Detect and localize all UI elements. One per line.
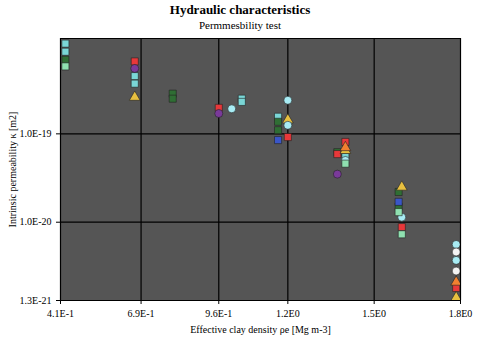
svg-text:4.1E-1: 4.1E-1 <box>47 308 74 319</box>
svg-text:1.0E-20: 1.0E-20 <box>20 216 52 227</box>
html-text:Permmesbility test: Permmesbility test <box>198 19 282 31</box>
svg-text:1.8E0: 1.8E0 <box>449 308 473 319</box>
svg-text:1.3E-21: 1.3E-21 <box>20 295 52 306</box>
svg-text:1.5E0: 1.5E0 <box>362 308 386 319</box>
svg-text:9.6E-1: 9.6E-1 <box>205 308 232 319</box>
svg-text:6.9E-1: 6.9E-1 <box>128 308 155 319</box>
svg-text:Effective clay density ρe [Mg: Effective clay density ρe [Mg m-3] <box>190 324 331 335</box>
svg-text:Intrinsic permeability κ [m2]: Intrinsic permeability κ [m2] <box>7 112 18 228</box>
svg-text:1.2E0: 1.2E0 <box>276 308 300 319</box>
svg-text:1.0E-19: 1.0E-19 <box>20 128 52 139</box>
html-text:Hydraulic characteristics: Hydraulic characteristics <box>169 2 311 17</box>
